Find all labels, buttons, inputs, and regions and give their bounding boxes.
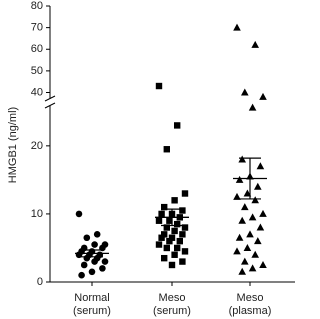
data-point <box>176 237 183 245</box>
data-point <box>91 241 98 248</box>
error-bar <box>161 208 183 227</box>
data-point <box>80 261 88 269</box>
data-point <box>241 88 249 96</box>
data-point <box>254 237 262 245</box>
chart: HMGB1 (ng/ml) 010204050607080Normal(seru… <box>7 0 295 317</box>
data-point <box>163 224 170 231</box>
data-point <box>161 231 168 238</box>
data-point <box>75 210 83 218</box>
data-point <box>248 103 257 111</box>
data-point <box>158 234 165 241</box>
data-point <box>233 247 241 255</box>
data-point <box>251 196 259 204</box>
data-point <box>91 258 98 265</box>
data-point <box>174 122 181 129</box>
data-point <box>168 234 176 241</box>
data-point <box>243 243 252 251</box>
error-bar <box>81 249 103 258</box>
data-point <box>166 217 173 224</box>
y-axis-label: HMGB1 (ng/ml) <box>7 107 19 183</box>
data-point <box>238 216 246 224</box>
data-point <box>179 258 186 265</box>
data-point <box>238 155 246 163</box>
data-point <box>166 237 173 245</box>
data-point <box>254 182 262 190</box>
x-tick-label: (plasma) <box>229 305 272 317</box>
data-point <box>248 213 257 221</box>
data-point <box>163 244 170 252</box>
data-point <box>101 258 109 265</box>
y-tick-label: 80 <box>31 0 43 12</box>
y-tick-label: 10 <box>31 208 43 220</box>
data-point <box>259 260 267 268</box>
y-tick-label: 20 <box>31 140 43 152</box>
x-tick-label: Meso <box>237 292 264 304</box>
data-point <box>248 264 257 272</box>
data-point <box>83 254 91 262</box>
data-point <box>78 271 85 279</box>
data-point <box>233 192 241 200</box>
axis-break <box>44 95 56 102</box>
data-point <box>161 203 168 211</box>
data-point <box>259 92 267 100</box>
axis-break <box>44 102 56 109</box>
data-point <box>171 227 178 235</box>
data-point <box>235 175 244 183</box>
data-point <box>233 23 241 31</box>
data-point <box>161 254 168 262</box>
data-point <box>259 209 267 217</box>
data-point <box>243 189 252 197</box>
data-point <box>256 162 265 170</box>
data-point <box>174 220 181 228</box>
data-point <box>179 207 186 214</box>
data-point <box>241 257 249 265</box>
data-point <box>99 265 106 272</box>
data-point <box>256 223 265 231</box>
data-point <box>155 82 163 90</box>
data-point <box>93 231 101 238</box>
y-tick-label: 70 <box>31 22 43 34</box>
data-point <box>155 217 163 224</box>
data-point <box>238 267 246 275</box>
data-point <box>181 190 189 197</box>
data-point <box>83 234 91 242</box>
data-point <box>246 230 254 238</box>
data-point <box>251 250 259 258</box>
data-point <box>158 210 165 218</box>
data-point <box>181 248 189 255</box>
data-point <box>163 146 170 153</box>
y-tick-label: 40 <box>31 86 43 98</box>
x-tick-label: (serum) <box>73 305 111 317</box>
data-point <box>155 241 163 248</box>
y-tick-label: 50 <box>31 65 43 77</box>
data-point <box>174 244 181 252</box>
data-point <box>251 40 259 48</box>
data-point <box>168 261 176 269</box>
data-point <box>171 251 178 258</box>
x-tick-label: Meso <box>159 292 186 304</box>
x-tick-label: Normal <box>74 292 109 304</box>
data-point <box>241 203 249 211</box>
data-point <box>181 224 189 231</box>
data-point <box>171 197 178 204</box>
data-point <box>235 233 244 241</box>
data-point <box>88 268 96 276</box>
x-tick-label: (serum) <box>153 305 191 317</box>
y-tick-label: 0 <box>37 276 43 288</box>
data-point <box>179 231 186 238</box>
y-tick-label: 60 <box>31 43 43 55</box>
error-bar <box>239 157 261 200</box>
